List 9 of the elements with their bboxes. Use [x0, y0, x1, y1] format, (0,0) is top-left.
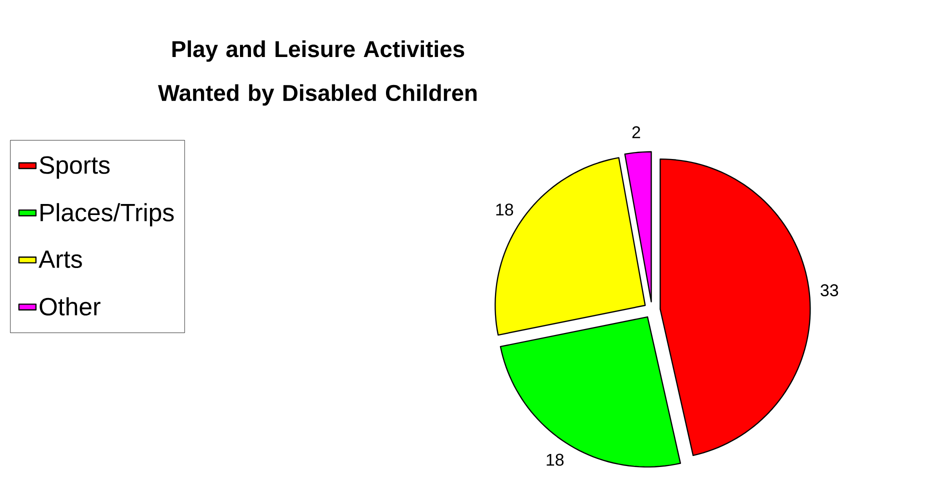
data-label: 18 [496, 204, 514, 216]
legend-label: Sports [40, 156, 110, 179]
data-label: 18 [546, 454, 564, 466]
data-label: 33 [820, 284, 838, 296]
legend-label: Places/Trips [40, 203, 174, 226]
legend-label: Arts [38, 250, 82, 268]
chart-title: Play and Leisure Activities Wanted by Disabled Children [158, 40, 477, 106]
data-label: 2 [632, 126, 640, 138]
legend-label: Other [40, 297, 100, 316]
